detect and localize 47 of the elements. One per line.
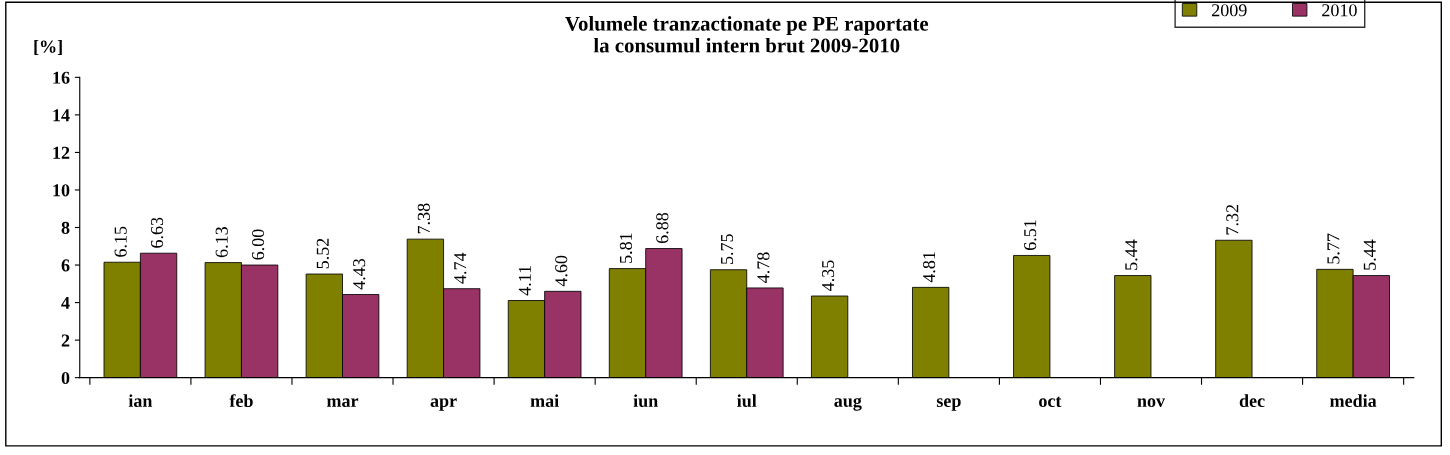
data-label: 5.75 [721, 234, 734, 264]
data-label: 6.63 [150, 217, 164, 248]
data-label: 5.52 [316, 238, 329, 269]
x-tick-label: iun [633, 394, 658, 408]
data-label: 4.35 [822, 260, 835, 291]
y-axis-title: [%] [34, 39, 62, 55]
y-tick-label: 10 [53, 184, 70, 197]
chart-title: Volumele tranzactionate pe PE raportate la consumul intern brut 2009-2010 [565, 16, 929, 53]
x-tick-label: aug [834, 397, 862, 411]
data-label: 6.51 [1024, 220, 1037, 250]
x-tick-label: mar [326, 398, 359, 408]
x-tick-label: nov [1137, 398, 1166, 408]
y-tick-label: 6 [61, 259, 70, 272]
x-tick-label: oct [1039, 396, 1062, 408]
data-label: 4.81 [923, 252, 936, 283]
data-label: 6.00 [251, 229, 265, 260]
x-tick-label: sep [936, 398, 961, 411]
y-tick-label: 12 [53, 146, 70, 159]
data-label: 6.13 [215, 227, 228, 258]
y-tick-label: 14 [53, 109, 70, 122]
data-label: 4.43 [353, 258, 366, 290]
x-tick-label: dec [1239, 394, 1265, 408]
data-label: 7.32 [1226, 204, 1239, 235]
data-label: 4.78 [757, 252, 770, 283]
data-label: 5.44 [1363, 239, 1376, 270]
y-tick-label: 0 [61, 371, 70, 385]
data-label: 7.38 [417, 203, 430, 234]
data-label: 4.60 [555, 255, 568, 287]
y-tick-label: 8 [61, 221, 70, 234]
data-label: 5.81 [619, 233, 633, 263]
y-tick-label: 16 [53, 71, 70, 84]
x-tick-label: iul [737, 394, 757, 408]
x-tick-label: feb [229, 394, 253, 408]
data-label: 4.74 [454, 252, 467, 284]
y-tick-label: 4 [61, 296, 70, 309]
x-tick-label: mai [530, 394, 559, 408]
legend-label: 2009 [1212, 4, 1247, 17]
data-label: 4.11 [518, 265, 532, 296]
data-label: 6.88 [656, 212, 669, 244]
data-label: 6.15 [114, 226, 127, 257]
x-tick-label: ian [128, 394, 153, 408]
data-label: 5.77 [1327, 233, 1340, 264]
y-tick-label: 2 [61, 334, 70, 347]
x-tick-label: media [1330, 394, 1377, 408]
data-label: 5.44 [1125, 239, 1138, 270]
x-tick-label: apr [430, 398, 457, 411]
legend-label: 2010 [1322, 4, 1357, 17]
